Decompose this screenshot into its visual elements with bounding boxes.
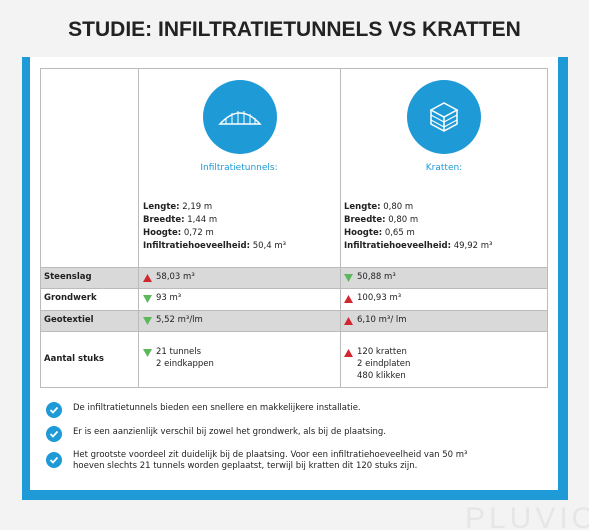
trend-arrow [143, 273, 152, 282]
spec-value: 0,65 m [384, 228, 415, 238]
spec-label: Breedte: [344, 215, 386, 225]
cell-text: 5,52 m³/lm [156, 314, 203, 325]
table [40, 68, 548, 388]
spec-label: Lengte: [143, 202, 180, 212]
col-line [138, 68, 139, 388]
spec-value: 1,44 m [187, 215, 218, 225]
trend-arrow [344, 273, 353, 282]
check-icon [46, 452, 62, 468]
spec-value: 0,72 m [183, 228, 214, 238]
spec-label: Breedte: [143, 215, 185, 225]
check-icon [46, 402, 62, 418]
row-shade [41, 310, 547, 331]
row-label: Geotextiel [44, 314, 94, 325]
spec-label: Hoogte: [344, 228, 383, 238]
row-line [40, 310, 548, 311]
trend-arrow [344, 295, 353, 303]
crate-icon [407, 80, 481, 154]
spec-line: Lengte: 2,19 m [143, 202, 212, 212]
note-text: De infiltratietunnels bieden een sneller… [73, 403, 361, 413]
spec-line: Hoogte: 0,65 m [344, 228, 415, 238]
trend-arrow [143, 349, 152, 357]
row-line [40, 267, 548, 268]
column-heading: Infiltratietunnels: [200, 163, 278, 173]
col-line [340, 68, 341, 388]
cell-text: 2 eindkappen [156, 359, 214, 369]
cell-text: 50,88 m³ [357, 271, 396, 282]
row-shade [41, 267, 547, 288]
spec-value: 0,80 m [383, 202, 414, 212]
spec-line: Infiltratiehoeveelheid: 49,92 m³ [344, 241, 492, 251]
cell-text: 100,93 m³ [357, 293, 402, 303]
spec-value: 0,80 m [388, 215, 419, 225]
spec-line: Breedte: 0,80 m [344, 215, 418, 225]
row-line [40, 331, 548, 332]
row-line [40, 288, 548, 289]
spec-label: Infiltratiehoeveelheid: [143, 241, 251, 251]
cell-text: 21 tunnels [156, 347, 202, 357]
spec-line: Lengte: 0,80 m [344, 202, 413, 212]
spec-label: Lengte: [344, 202, 381, 212]
trend-arrow [344, 316, 353, 325]
cell-text: 2 eindplaten [357, 359, 411, 369]
check-icon [46, 426, 62, 442]
note-text: Het grootste voordeel zit duidelijk bij … [73, 450, 468, 460]
spec-value: 49,92 m³ [453, 241, 493, 251]
cell-text: 58,03 m³ [156, 271, 195, 282]
note-text: hoeven slechts 21 tunnels worden geplaat… [73, 461, 418, 471]
cell-text: 93 m³ [156, 293, 182, 303]
spec-line: Hoogte: 0,72 m [143, 228, 214, 238]
spec-value: 2,19 m [182, 202, 213, 212]
cell-text: 480 klikken [357, 371, 406, 381]
trend-arrow [344, 349, 353, 357]
row-label: Aantal stuks [44, 353, 104, 364]
spec-value: 50,4 m³ [252, 241, 287, 251]
spec-label: Infiltratiehoeveelheid: [344, 241, 452, 251]
title: STUDIE: INFILTRATIETUNNELS VS KRATTEN [68, 18, 521, 41]
row-label: Steenslag [44, 271, 92, 282]
trend-arrow [143, 316, 152, 325]
trend-arrow [143, 295, 152, 303]
column-heading: Kratten: [425, 163, 463, 173]
spec-line: Breedte: 1,44 m [143, 215, 217, 225]
spec-line: Infiltratiehoeveelheid: 50,4 m³ [143, 241, 286, 251]
cell-text: 6,10 m³/ lm [357, 314, 407, 325]
watermark: PLUVIO [464, 502, 589, 530]
cell-text: 120 kratten [357, 347, 407, 357]
note-text: Er is een aanzienlijk verschil bij zowel… [73, 427, 386, 437]
tunnel-icon [203, 80, 277, 154]
spec-label: Hoogte: [143, 228, 182, 238]
row-label: Grondwerk [44, 293, 97, 303]
